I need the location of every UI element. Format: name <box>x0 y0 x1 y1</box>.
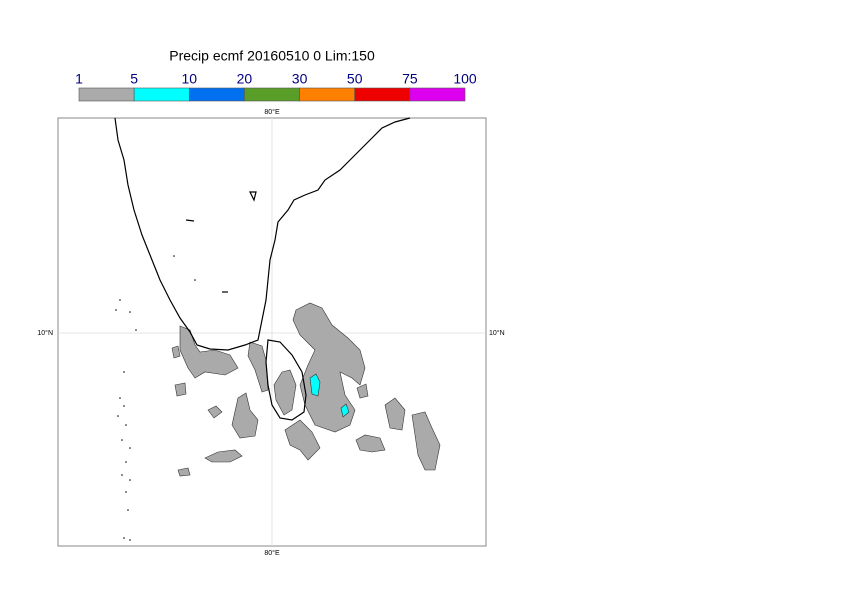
colorbar-segment <box>409 87 466 102</box>
coastline <box>114 117 411 421</box>
islands <box>115 255 196 541</box>
colorbar-segment <box>299 87 356 102</box>
precip-moderate <box>309 373 350 418</box>
title: Precip ecmf 20160510 0 Lim:150 <box>169 48 375 64</box>
lat-label: 10°N <box>489 329 505 337</box>
colorbar-label: 1 <box>75 71 83 87</box>
colorbar-label: 50 <box>347 71 363 87</box>
colorbar-segment <box>78 87 135 102</box>
colorbar-label: 30 <box>292 71 308 87</box>
precip-light <box>171 302 441 477</box>
colorbar-label: 75 <box>402 71 418 87</box>
lon-label: 80°E <box>264 549 280 557</box>
lon-label: 80°E <box>264 108 280 116</box>
colorbar-segment <box>188 87 245 102</box>
colorbar-label: 5 <box>130 71 138 87</box>
colorbar-label: 10 <box>181 71 197 87</box>
colorbar-segment <box>133 87 190 102</box>
colorbar: 1 5 10 20 30 50 75 100 <box>75 71 477 102</box>
colorbar-segment <box>244 87 300 102</box>
colorbar-segment <box>354 87 411 102</box>
colorbar-label: 20 <box>237 71 253 87</box>
colorbar-label: 100 <box>453 71 477 87</box>
lat-label: 10°N <box>37 329 53 337</box>
